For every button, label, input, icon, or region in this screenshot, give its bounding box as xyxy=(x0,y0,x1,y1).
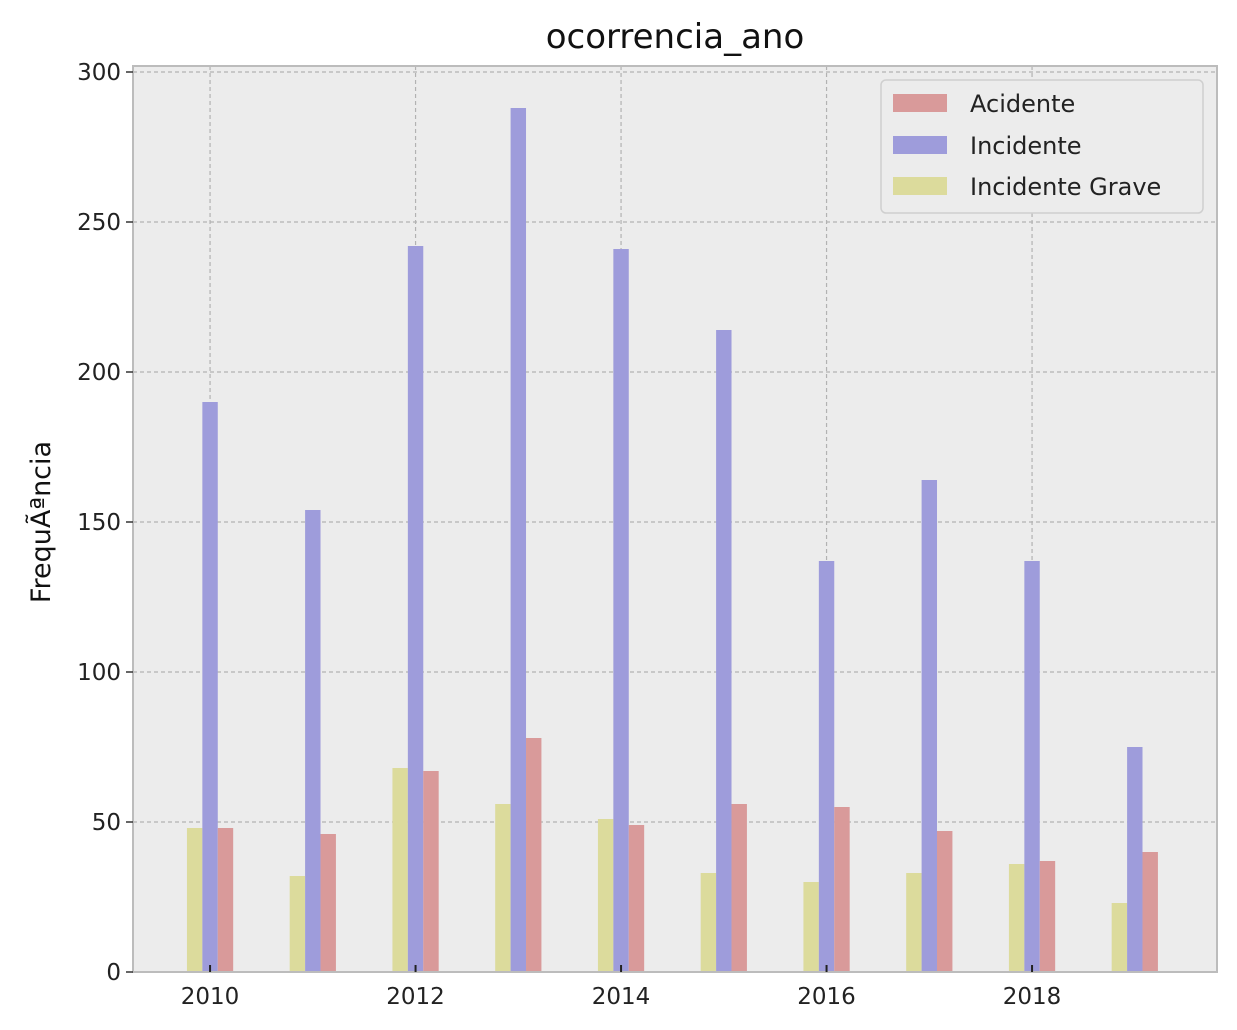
bar-incidente-grave xyxy=(186,828,203,972)
bar-acidente xyxy=(217,828,234,972)
bar-incidente-grave xyxy=(803,882,819,972)
legend-label-incidente: Incidente xyxy=(970,132,1082,160)
legend-box xyxy=(880,79,1204,214)
bar-incidente xyxy=(305,510,321,972)
chart-title: ocorrencia_ano xyxy=(546,17,805,57)
series-acidente xyxy=(217,738,1158,972)
bar-incidente xyxy=(202,402,218,972)
bar-incidente-grave xyxy=(1008,864,1025,972)
legend-swatch-acidente xyxy=(893,94,947,112)
bar-incidente-grave xyxy=(906,873,922,972)
bar-incidente-grave xyxy=(1111,903,1128,972)
plot-frame xyxy=(132,65,1218,973)
bar-acidente xyxy=(834,807,850,972)
legend-label-acidente: Acidente xyxy=(970,90,1075,118)
bar-acidente xyxy=(1142,852,1158,972)
bar-acidente xyxy=(731,804,747,972)
bar-acidente xyxy=(320,834,336,972)
x-tick-label: 2014 xyxy=(592,984,651,1010)
y-tick-label: 150 xyxy=(77,510,121,536)
series-incidente-grave xyxy=(186,768,1128,972)
bar-acidente xyxy=(526,738,542,972)
bar-incidente xyxy=(407,246,424,972)
y-tick-label: 250 xyxy=(77,210,121,236)
bar-incidente xyxy=(716,330,732,972)
bar-incidente-grave xyxy=(289,876,306,972)
bar-incidente-grave xyxy=(700,873,717,972)
bar-acidente xyxy=(1039,861,1056,972)
bar-acidente xyxy=(628,825,645,972)
y-tick-label: 100 xyxy=(77,660,121,686)
y-tick-label: 50 xyxy=(92,810,121,836)
legend: Acidente Incidente Incidente Grave xyxy=(880,79,1204,214)
bar-incidente-grave xyxy=(495,804,511,972)
legend-label-incidente-grave: Incidente Grave xyxy=(970,173,1161,201)
bar-acidente xyxy=(937,831,953,972)
axis-ticks: 0 50 100 150 200 250 300 2010 2012 2014 2016 2018 xyxy=(77,60,1061,1010)
bar-incidente xyxy=(510,108,527,972)
legend-swatch-incidente xyxy=(893,136,947,154)
bar-incidente xyxy=(921,480,938,972)
bar-incidente xyxy=(1127,747,1143,972)
y-tick-label: 0 xyxy=(106,960,121,986)
bar-incidente-grave xyxy=(392,768,408,972)
bar-acidente xyxy=(423,771,439,972)
series-incidente xyxy=(202,108,1143,972)
y-tick-label: 300 xyxy=(77,60,121,86)
x-tick-label: 2016 xyxy=(797,984,856,1010)
bar-incidente xyxy=(613,249,629,972)
x-tick-label: 2012 xyxy=(386,984,445,1010)
bar-incidente-grave xyxy=(597,819,614,972)
y-axis-label: FrequÃªncia xyxy=(25,441,57,603)
legend-swatch-incidente-grave xyxy=(893,177,947,195)
x-tick-label: 2010 xyxy=(181,984,240,1010)
bar-incidente xyxy=(1024,561,1040,972)
bar-incidente xyxy=(818,561,835,972)
x-tick-label: 2018 xyxy=(1003,984,1062,1010)
y-tick-label: 200 xyxy=(77,360,121,386)
